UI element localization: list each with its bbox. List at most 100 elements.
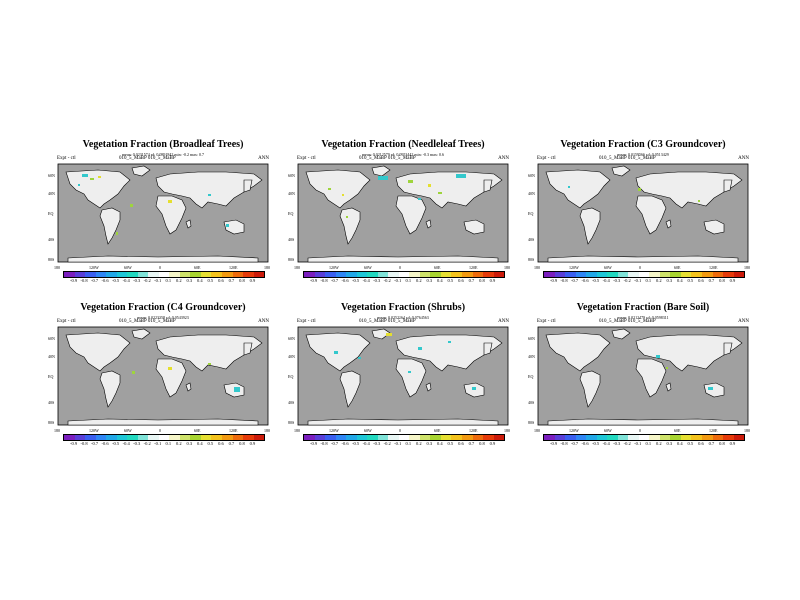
colorbar-tick-label: -0.9 (549, 441, 558, 446)
colorbar-swatch (137, 435, 149, 440)
colorbar-swatch (367, 272, 378, 277)
colorbar-swatch (116, 272, 128, 277)
colorbar-tick-label: -0.1 (394, 441, 402, 446)
colorbar-swatch (346, 435, 357, 440)
lat-label: 60N (48, 173, 55, 178)
colorbar-swatch (325, 435, 336, 440)
lon-label: 60E (194, 428, 201, 433)
land-mass (665, 219, 672, 229)
colorbar-tick-label: 0.9 (489, 441, 496, 446)
colorbar-tick-label: -0.4 (602, 278, 610, 283)
experiment-label: Expt - ctl (297, 319, 316, 324)
colorbar-tick-label: -0.2 (383, 441, 391, 446)
anomaly-patch (78, 184, 80, 186)
colorbar-tick-label: 0.2 (175, 278, 182, 283)
colorbar-swatch (712, 435, 724, 440)
colorbar-swatch (670, 272, 681, 277)
lon-label: 0 (399, 265, 401, 270)
colorbar-swatch (190, 272, 201, 277)
colorbar-labels: -0.9 -0.8 -0.7 -0.6 -0.5 -0.4 -0.3 -0.2 -0.1 0.1 0… (63, 278, 263, 284)
colorbar-swatch (659, 435, 671, 440)
colorbar-swatch (409, 435, 420, 440)
anomaly-patch (568, 186, 570, 188)
colorbar-swatch (232, 435, 244, 440)
anomaly-patch (168, 200, 172, 203)
colorbar-tick-label: -0.5 (592, 278, 600, 283)
colorbar-tick-label: -0.6 (341, 441, 349, 446)
colorbar-tick-label: 0.5 (207, 441, 214, 446)
map-panel-shrubs: Vegetation Fraction (Shrubs) mean: 0.0252… (288, 302, 510, 454)
colorbar-tick-label: 0.8 (719, 441, 725, 446)
anomaly-patch (408, 180, 413, 183)
map-stats: mean: 0.0231574 sd: 0.0891842 min: -0.2 … (121, 152, 205, 157)
lon-label: 60W (604, 265, 612, 270)
colorbar-swatch (691, 435, 702, 440)
lon-label: 60E (434, 265, 441, 270)
colorbar-tick-label: -0.9 (69, 441, 78, 446)
colorbar-swatch (565, 272, 576, 277)
colorbar-swatch (356, 272, 368, 277)
colorbar-tick-label: -0.5 (352, 278, 360, 283)
colorbar-swatch (106, 272, 117, 277)
case-label: 010_5_MaBP 010_5_MaBP (359, 319, 416, 324)
colorbar-swatch (169, 272, 180, 277)
world-map (297, 326, 509, 426)
colorbar-tick-label: -0.3 (613, 441, 621, 446)
colorbar-swatch (586, 272, 597, 277)
season-label: ANN (738, 156, 749, 161)
experiment-label: Expt - ctl (297, 156, 316, 161)
world-map (537, 326, 749, 426)
colorbar-swatch (649, 435, 660, 440)
land-mass (395, 171, 503, 209)
colorbar-tick-label: 0.2 (655, 278, 662, 283)
colorbar-tick-label: -0.5 (112, 278, 120, 283)
colorbar-swatch (137, 272, 149, 277)
colorbar-tick-label: -0.6 (581, 441, 589, 446)
colorbar-tick-label: 0.1 (645, 441, 652, 446)
map-panel-needleleaf: Vegetation Fraction (Needleleaf Trees) me… (288, 139, 510, 291)
land-mass (579, 207, 601, 245)
land-mass (425, 219, 432, 229)
lat-label: EQ (528, 374, 534, 379)
colorbar-swatch (440, 272, 452, 277)
lon-label: 60W (364, 428, 372, 433)
colorbar-swatch (200, 435, 212, 440)
colorbar-tick-label: 0.7 (228, 441, 235, 446)
lat-label: 80S (48, 420, 55, 425)
map-panel-c3: Vegetation Fraction (C3 Groundcover) mean… (528, 139, 750, 291)
colorbar-swatch (659, 272, 671, 277)
lon-label: 60E (674, 428, 681, 433)
experiment-label: Expt - ctl (537, 156, 556, 161)
land-mass (635, 358, 667, 398)
land-mass (547, 418, 739, 426)
colorbar-tick-label: -0.1 (634, 278, 642, 283)
season-label: ANN (498, 319, 509, 324)
map-panel-broadleaf: Vegetation Fraction (Broadleaf Trees) mea… (48, 139, 270, 291)
anomaly-patch (342, 194, 344, 196)
colorbar-swatch (190, 435, 201, 440)
anomaly-patch (378, 176, 388, 180)
colorbar-swatch (575, 435, 587, 440)
colorbar-swatch (483, 435, 494, 440)
lon-label: 120W (89, 428, 99, 433)
colorbar-swatch (64, 435, 75, 440)
colorbar-tick-label: -0.1 (154, 278, 162, 283)
land-mass (371, 165, 391, 177)
land-mass (305, 169, 371, 209)
colorbar-tick-label: -0.5 (592, 441, 600, 446)
anomaly-patch (418, 198, 421, 200)
colorbar-swatch (95, 272, 107, 277)
colorbar-tick-label: 0.9 (249, 441, 256, 446)
lat-label: 40S (288, 400, 295, 405)
lat-label: 80S (288, 420, 295, 425)
lon-label: 120W (329, 428, 339, 433)
anomaly-patch (328, 188, 331, 190)
colorbar-swatch (253, 272, 265, 277)
land-mass (635, 171, 743, 209)
world-map (537, 163, 749, 263)
colorbar-tick-label: -0.9 (309, 441, 318, 446)
map-stats: mean: 0.0252164 sd: 0.0764563 (377, 315, 429, 320)
colorbar-swatch (367, 435, 378, 440)
colorbar-tick-label: -0.1 (154, 441, 162, 446)
lon-label: 180 (744, 428, 750, 433)
